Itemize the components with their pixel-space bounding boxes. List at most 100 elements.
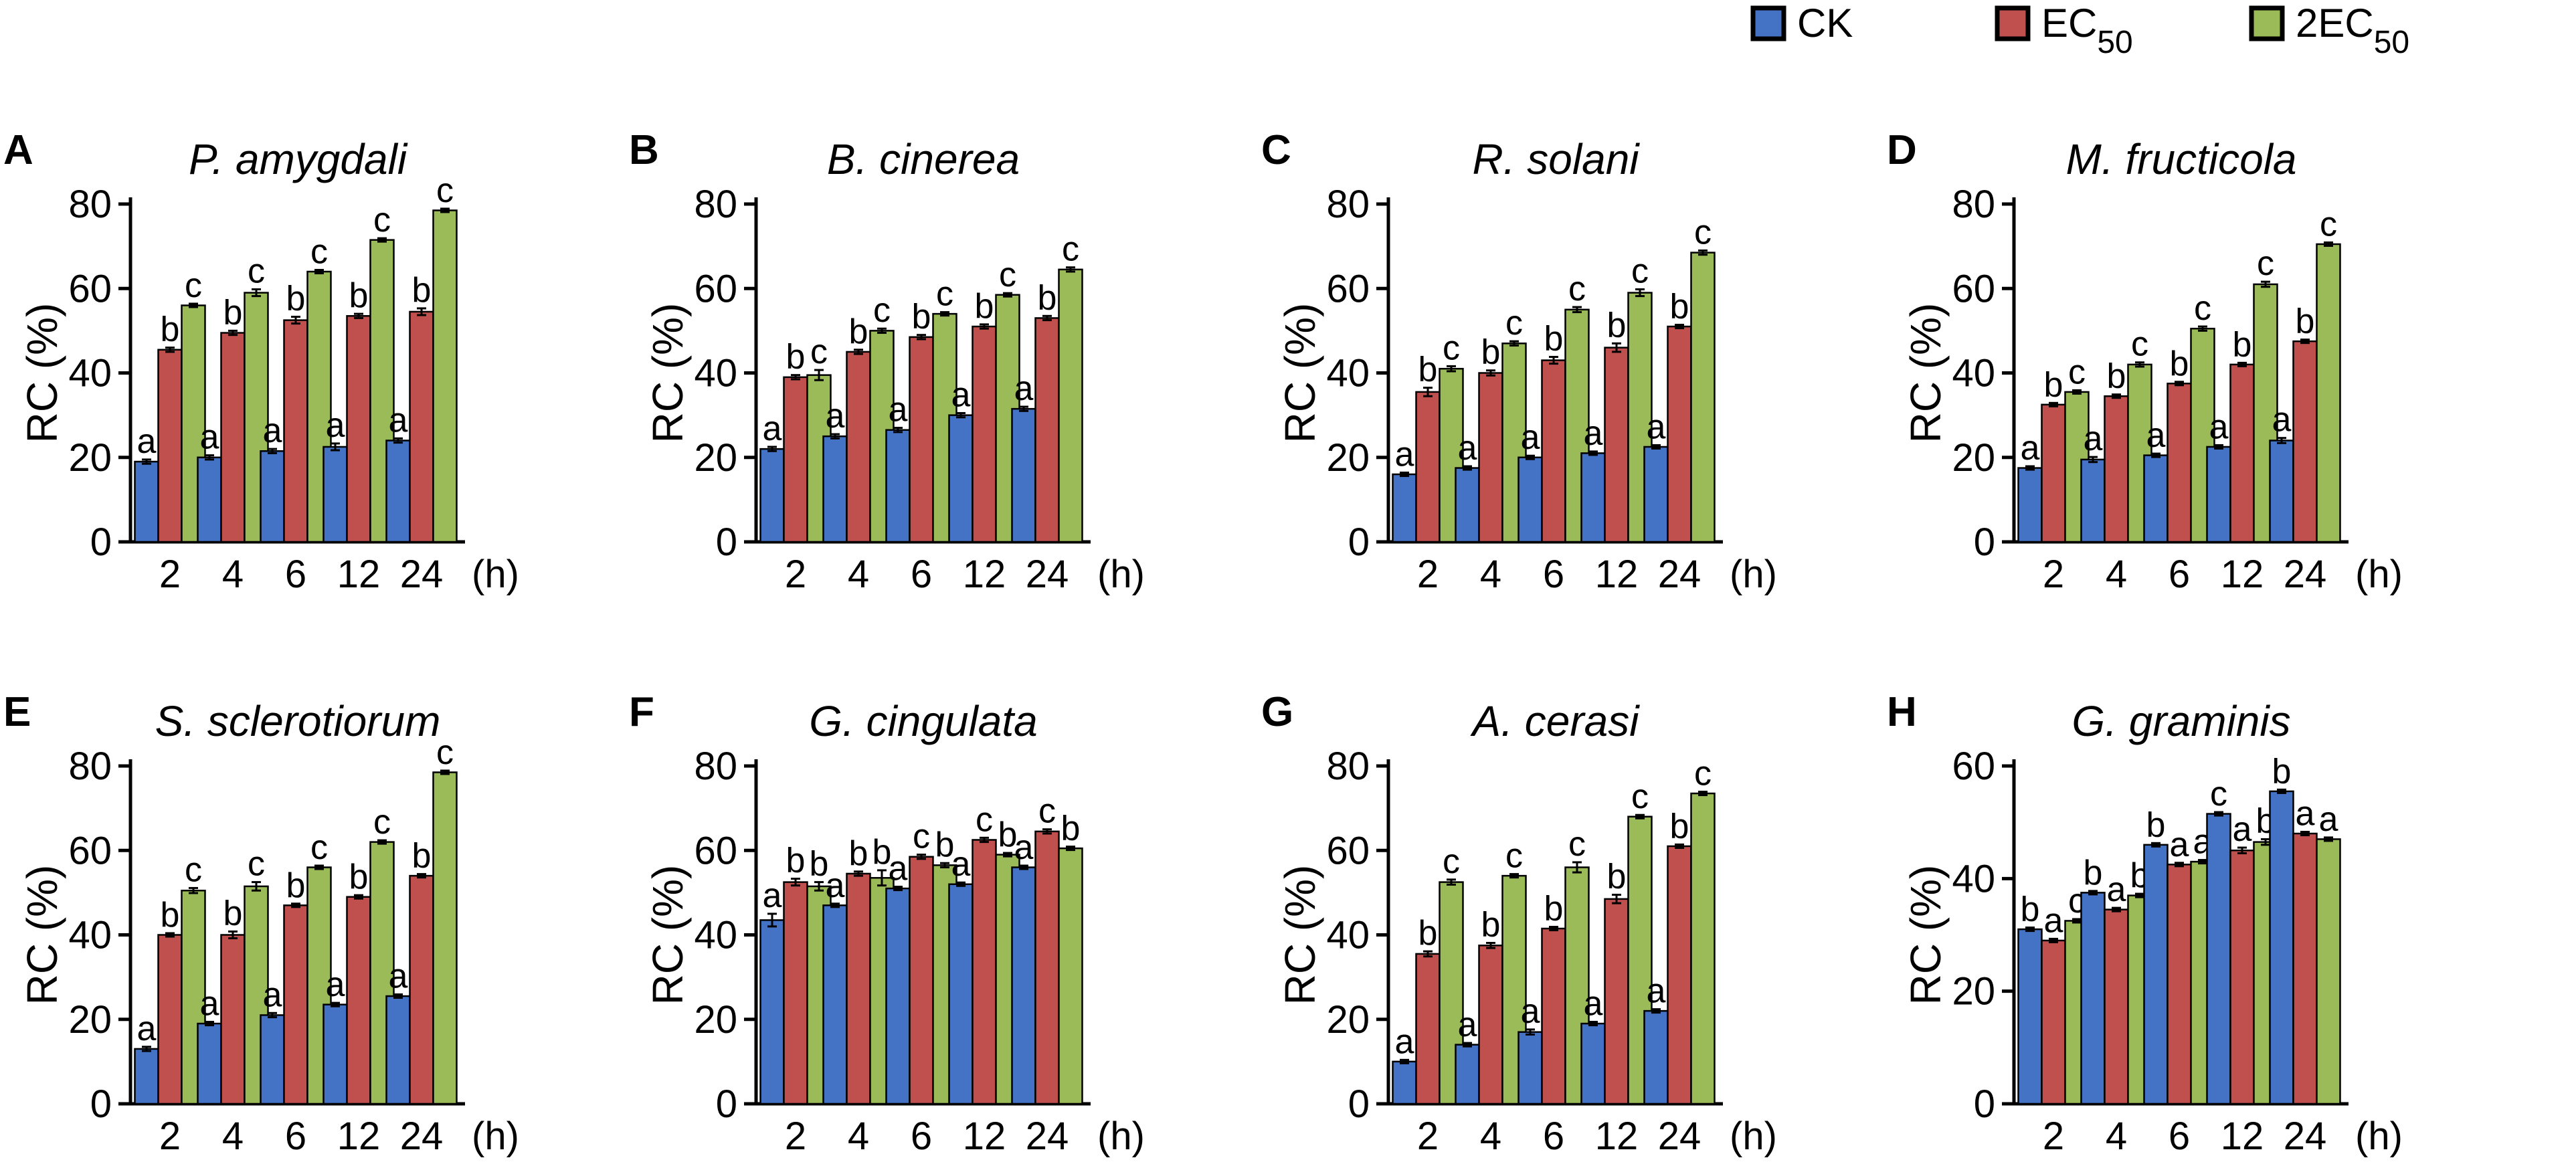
x-unit-label: (h): [472, 1115, 519, 1158]
significance-letter: a: [826, 866, 845, 905]
x-tick-label: 4: [222, 553, 244, 596]
bar-EC50-24h: [2292, 340, 2318, 543]
significance-letter: b: [912, 298, 931, 336]
bar-CK-24h: [1011, 407, 1036, 543]
bar-2EC50-24h: [2316, 838, 2341, 1105]
bar-CK-4h: [1455, 467, 1480, 543]
significance-letter: c: [936, 275, 953, 314]
y-tick-label: 40: [694, 914, 737, 957]
significance-letter: a: [1458, 1005, 1477, 1044]
y-tick-label: 0: [1348, 1082, 1370, 1126]
significance-letter: b: [1481, 905, 1501, 944]
bar-CK-12h: [323, 446, 348, 543]
bar-2EC50-24h: [432, 771, 458, 1105]
y-axis-label: RC (%): [18, 303, 66, 444]
x-tick-label: 6: [1543, 1115, 1564, 1158]
significance-letter: c: [1568, 825, 1586, 864]
significance-letter: b: [998, 815, 1018, 854]
significance-letter: c: [185, 266, 202, 305]
significance-letter: a: [889, 850, 908, 888]
bar-CK-24h: [1643, 446, 1669, 543]
significance-letter: b: [1418, 351, 1438, 389]
bar-EC50-2h: [783, 376, 808, 543]
significance-letter: a: [137, 422, 157, 461]
significance-letter: a: [137, 1009, 157, 1048]
significance-letter: a: [2044, 901, 2063, 940]
panel-letter: D: [1887, 127, 1917, 173]
significance-letter: c: [1631, 252, 1649, 291]
significance-letter: a: [326, 965, 345, 1004]
x-tick-label: 6: [2169, 1115, 2190, 1158]
bar-EC50-24h: [409, 310, 434, 543]
significance-letter: b: [161, 896, 180, 935]
bar-2EC50-24h: [2316, 243, 2341, 543]
bar-CK-12h: [1580, 452, 1606, 543]
bar-EC50-24h: [1667, 325, 1692, 543]
significance-letter: b: [286, 280, 306, 318]
x-tick-label: 2: [785, 1115, 806, 1158]
bar-CK-12h: [948, 414, 974, 543]
bar-CK-2h: [759, 919, 785, 1105]
bar-EC50-6h: [2167, 383, 2192, 543]
bar-CK-6h: [885, 429, 911, 543]
significance-letter: c: [436, 733, 454, 772]
y-tick-label: 60: [68, 829, 112, 872]
bar-EC50-2h: [157, 934, 183, 1105]
x-tick-label: 12: [337, 553, 381, 596]
bar-2EC50-24h: [1058, 847, 1083, 1105]
bar-CK-6h: [1517, 1031, 1543, 1105]
bar-CK-24h: [2269, 790, 2294, 1105]
bar-EC50-12h: [972, 839, 997, 1105]
y-tick-label: 0: [90, 520, 112, 564]
significance-letter: c: [1631, 777, 1649, 816]
significance-letter: c: [310, 232, 328, 271]
panel-letter: H: [1887, 689, 1917, 735]
y-axis-label: RC (%): [644, 303, 692, 444]
bar-2EC50-24h: [1690, 252, 1716, 543]
y-tick-label: 20: [694, 998, 737, 1042]
significance-letter: b: [1038, 278, 1057, 317]
x-unit-label: (h): [1730, 1115, 1777, 1158]
y-axis-label: RC (%): [18, 865, 66, 1005]
y-axis-label: RC (%): [1276, 865, 1324, 1005]
significance-letter: b: [2044, 365, 2063, 404]
significance-letter: c: [2068, 353, 2086, 391]
bar-CK-12h: [2206, 446, 2231, 543]
x-tick-label: 6: [911, 1115, 932, 1158]
significance-letter: b: [786, 842, 806, 880]
x-tick-label: 6: [2169, 553, 2190, 596]
significance-letter: b: [2170, 345, 2189, 383]
y-tick-label: 80: [694, 745, 737, 788]
bar-CK-4h: [197, 1022, 222, 1105]
y-axis-label: RC (%): [1276, 303, 1324, 444]
significance-letter: b: [849, 834, 868, 873]
y-tick-label: 20: [1326, 998, 1370, 1042]
panel-letter: F: [629, 689, 654, 735]
x-unit-label: (h): [472, 553, 519, 596]
bar-CK-2h: [1392, 473, 1417, 543]
bar-EC50-24h: [409, 874, 434, 1105]
significance-letter: a: [826, 397, 845, 435]
x-tick-label: 4: [1480, 1115, 1501, 1158]
bar-CK-4h: [2080, 458, 2106, 543]
x-tick-label: 12: [963, 553, 1006, 596]
significance-letter: b: [786, 338, 806, 377]
bar-EC50-4h: [846, 872, 871, 1105]
legend-subscript-EC50: 50: [2097, 25, 2132, 60]
significance-letter: b: [161, 310, 180, 349]
significance-letter: c: [2257, 244, 2274, 283]
bar-EC50-2h: [2041, 939, 2066, 1105]
y-axis-label: RC (%): [1902, 303, 1950, 444]
bar-CK-4h: [1455, 1044, 1480, 1105]
y-tick-label: 20: [694, 436, 737, 480]
significance-letter: c: [373, 803, 391, 842]
bar-EC50-24h: [1034, 830, 1060, 1105]
y-tick-label: 20: [68, 998, 112, 1042]
y-tick-label: 60: [1326, 829, 1370, 872]
significance-letter: c: [1062, 230, 1079, 269]
significance-letter: b: [849, 312, 868, 351]
bar-EC50-4h: [846, 351, 871, 543]
